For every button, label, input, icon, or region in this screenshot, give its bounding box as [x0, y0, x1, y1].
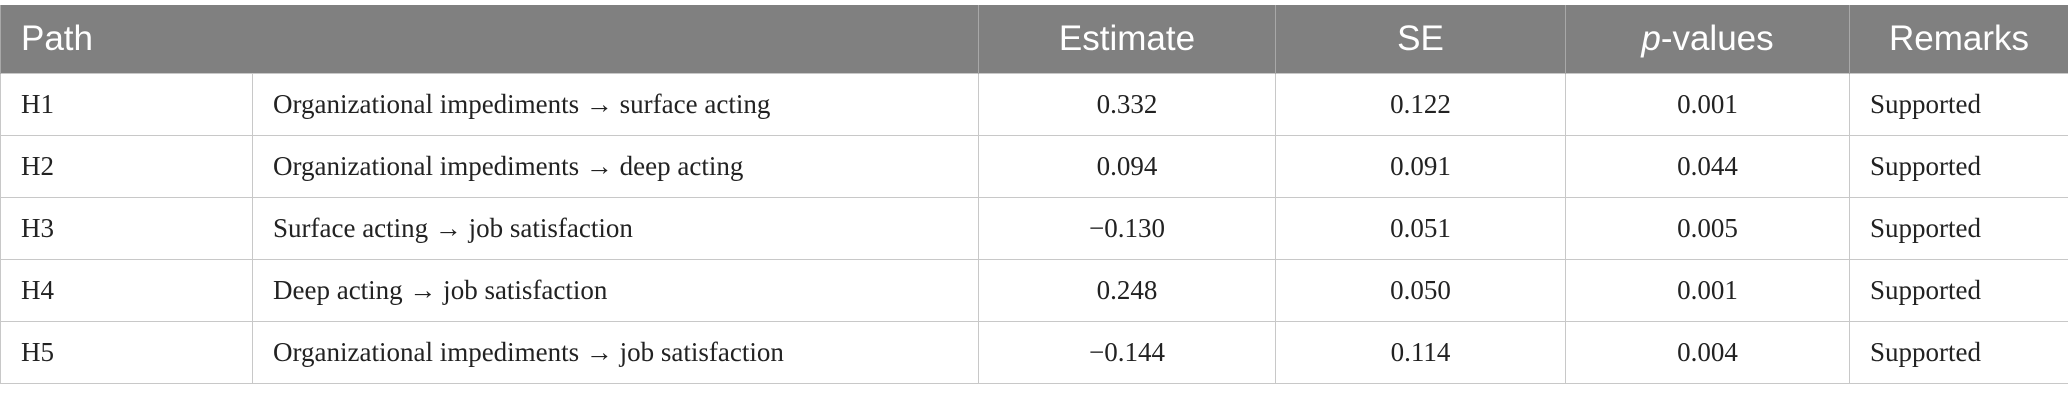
- remarks-value: Supported: [1849, 320, 2068, 384]
- path-description: Surface acting → job satisfaction: [252, 196, 979, 260]
- se-value: 0.114: [1275, 320, 1566, 384]
- header-p-letter: p: [1641, 18, 1661, 58]
- remarks-value: Supported: [1849, 196, 2068, 260]
- header-estimate: Estimate: [978, 5, 1276, 73]
- hypothesis-id: H5: [0, 320, 253, 384]
- p-value: 0.004: [1565, 320, 1850, 384]
- hypothesis-id: H2: [0, 134, 253, 198]
- hypothesis-id: H3: [0, 196, 253, 260]
- remarks-value: Supported: [1849, 258, 2068, 322]
- table-row: H2 Organizational impediments → deep act…: [0, 134, 2068, 198]
- path-description: Organizational impediments → job satisfa…: [252, 320, 979, 384]
- path-description: Deep acting → job satisfaction: [252, 258, 979, 322]
- p-value: 0.005: [1565, 196, 1850, 260]
- se-value: 0.122: [1275, 72, 1566, 136]
- path-description: Organizational impediments → surface act…: [252, 72, 979, 136]
- se-value: 0.051: [1275, 196, 1566, 260]
- estimate-value: 0.332: [978, 72, 1276, 136]
- header-se: SE: [1275, 5, 1566, 73]
- estimate-value: −0.130: [978, 196, 1276, 260]
- table-row: H1 Organizational impediments → surface …: [0, 72, 2068, 136]
- remarks-value: Supported: [1849, 72, 2068, 136]
- table-row: H3 Surface acting → job satisfaction −0.…: [0, 196, 2068, 260]
- header-p-values: p-values: [1565, 5, 1850, 73]
- estimate-value: 0.094: [978, 134, 1276, 198]
- table-row: H4 Deep acting → job satisfaction 0.248 …: [0, 258, 2068, 322]
- results-table-container: Path Estimate SE p-values Remarks H1 Org…: [0, 5, 2068, 384]
- header-path: Path: [0, 5, 979, 73]
- p-value: 0.001: [1565, 72, 1850, 136]
- hypothesis-id: H4: [0, 258, 253, 322]
- p-value: 0.044: [1565, 134, 1850, 198]
- table-header: Path Estimate SE p-values Remarks: [0, 5, 2068, 73]
- header-p-suffix: -values: [1660, 18, 1774, 58]
- table-row: H5 Organizational impediments → job sati…: [0, 320, 2068, 384]
- se-value: 0.091: [1275, 134, 1566, 198]
- p-value: 0.001: [1565, 258, 1850, 322]
- remarks-value: Supported: [1849, 134, 2068, 198]
- estimate-value: −0.144: [978, 320, 1276, 384]
- header-remarks: Remarks: [1849, 5, 2068, 73]
- header-row: Path Estimate SE p-values Remarks: [0, 5, 2068, 73]
- table-body: H1 Organizational impediments → surface …: [0, 72, 2068, 384]
- estimate-value: 0.248: [978, 258, 1276, 322]
- hypothesis-id: H1: [0, 72, 253, 136]
- path-description: Organizational impediments → deep acting: [252, 134, 979, 198]
- se-value: 0.050: [1275, 258, 1566, 322]
- path-results-table: Path Estimate SE p-values Remarks H1 Org…: [0, 5, 2068, 384]
